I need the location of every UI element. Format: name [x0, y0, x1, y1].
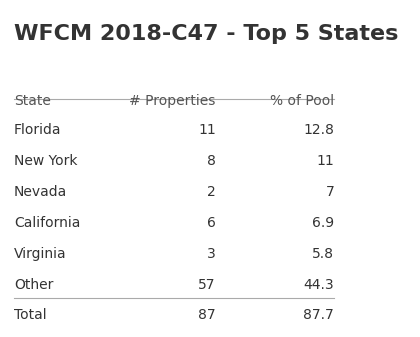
Text: Virginia: Virginia	[14, 247, 66, 261]
Text: State: State	[14, 94, 51, 109]
Text: 11: 11	[316, 154, 334, 168]
Text: 6.9: 6.9	[312, 216, 334, 230]
Text: Florida: Florida	[14, 123, 61, 137]
Text: 6: 6	[207, 216, 216, 230]
Text: 87: 87	[198, 308, 216, 322]
Text: 3: 3	[207, 247, 216, 261]
Text: 12.8: 12.8	[303, 123, 334, 137]
Text: 7: 7	[326, 185, 334, 199]
Text: Total: Total	[14, 308, 47, 322]
Text: 2: 2	[207, 185, 216, 199]
Text: 87.7: 87.7	[303, 308, 334, 322]
Text: # Properties: # Properties	[129, 94, 216, 109]
Text: 8: 8	[207, 154, 216, 168]
Text: New York: New York	[14, 154, 77, 168]
Text: Other: Other	[14, 278, 53, 292]
Text: 57: 57	[198, 278, 216, 292]
Text: WFCM 2018-C47 - Top 5 States: WFCM 2018-C47 - Top 5 States	[14, 24, 398, 43]
Text: % of Pool: % of Pool	[270, 94, 334, 109]
Text: California: California	[14, 216, 80, 230]
Text: 11: 11	[198, 123, 216, 137]
Text: Nevada: Nevada	[14, 185, 67, 199]
Text: 5.8: 5.8	[312, 247, 334, 261]
Text: 44.3: 44.3	[304, 278, 334, 292]
